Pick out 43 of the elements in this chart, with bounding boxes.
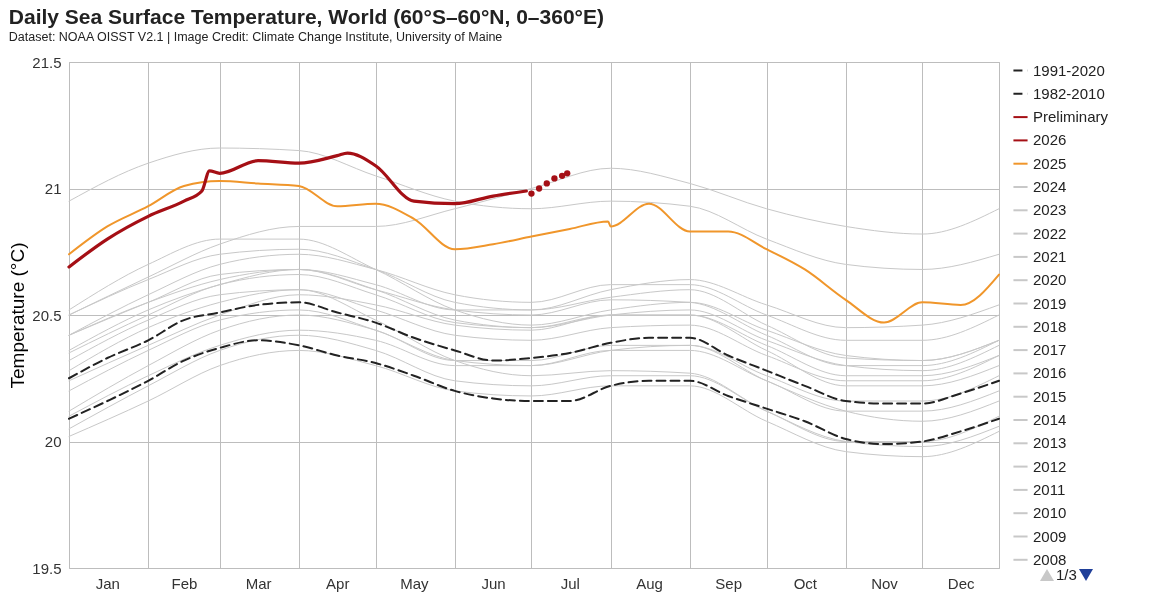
legend-label: 1991-2020	[1033, 61, 1105, 79]
legend-label: 2023	[1033, 201, 1067, 219]
x-tick-label: Oct	[793, 574, 818, 592]
legend-label: 1982-2010	[1033, 84, 1105, 102]
y-tick-label: 19.5	[32, 559, 62, 577]
legend-label: 2020	[1033, 271, 1067, 289]
x-tick-label: Aug	[636, 574, 663, 592]
chart-subtitle: Dataset: NOAA OISST V2.1 | Image Credit: Climate Change Institute, University of Maine	[8, 29, 503, 44]
legend-label: 2022	[1033, 224, 1067, 242]
legend-label: 2025	[1033, 154, 1067, 172]
legend-label: 2016	[1033, 364, 1067, 382]
legend-label: 2026	[1033, 131, 1067, 149]
legend-label: 2009	[1033, 527, 1067, 545]
x-tick-label: Mar	[245, 574, 272, 592]
x-tick-label: Jul	[560, 574, 580, 592]
y-tick-label: 20.5	[32, 306, 62, 324]
x-tick-label: Sep	[715, 574, 743, 592]
x-tick-label: Nov	[871, 574, 899, 592]
legend-label: 2024	[1033, 178, 1067, 195]
legend-label: 2008	[1033, 550, 1067, 568]
legend-label: 2017	[1033, 341, 1067, 359]
legend-label: 2011	[1033, 480, 1066, 498]
legend-label: 2019	[1033, 294, 1067, 312]
x-tick-label: Apr	[326, 574, 350, 592]
legend-label: 2010	[1033, 504, 1067, 522]
x-tick-label: Jan	[95, 574, 120, 592]
y-tick-label: 21.5	[32, 53, 62, 71]
legend-label: Preliminary	[1033, 108, 1109, 126]
legend-label: 2021	[1033, 247, 1067, 265]
x-tick-label: Jun	[481, 574, 506, 592]
x-tick-label: Dec	[947, 574, 976, 592]
y-tick-label: 20	[44, 433, 62, 450]
legend-label: 2013	[1033, 434, 1067, 452]
y-axis-title: Temperature (°C)	[7, 242, 29, 389]
y-tick-label: 21	[44, 180, 62, 197]
x-tick-label: Feb	[171, 574, 198, 592]
text: 1/3	[1056, 566, 1077, 583]
legend-label: 2015	[1033, 387, 1067, 405]
legend-label: 2014	[1033, 411, 1067, 428]
legend-label: 2018	[1033, 317, 1067, 335]
legend-label: 2012	[1033, 457, 1067, 475]
x-tick-label: May	[400, 574, 430, 592]
chart-title: Daily Sea Surface Temperature, World (60°S–60°N, 0–360°E)	[8, 4, 604, 28]
